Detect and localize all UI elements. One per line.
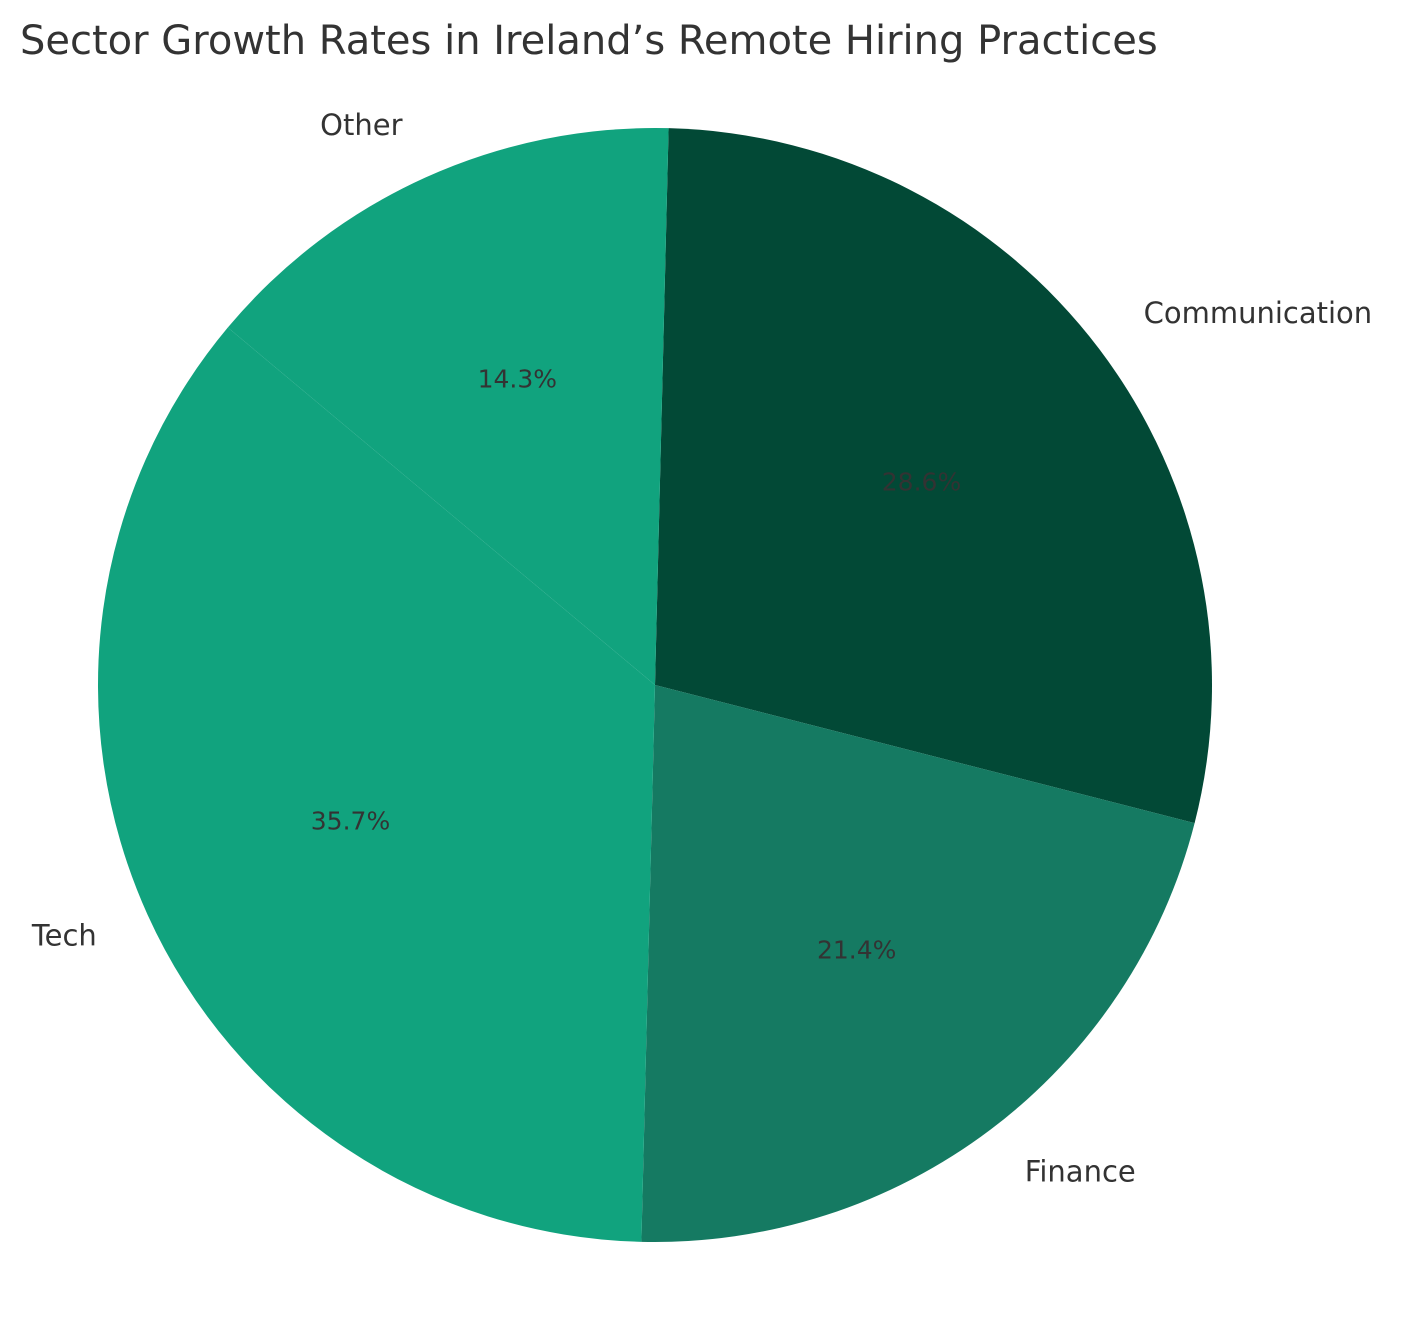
slice-label-other: Other — [320, 108, 402, 142]
slice-percent-other: 14.3% — [478, 365, 557, 394]
slice-percent-finance: 21.4% — [817, 936, 896, 965]
slice-label-finance: Finance — [1025, 1155, 1136, 1189]
pie-slices — [97, 128, 1213, 1242]
pie-slice-other — [227, 128, 669, 685]
pie-labels: Communication 28.6% Finance 21.4% Tech 35.7% O… — [31, 108, 1372, 1189]
chart-title: Sector Growth Rates in Ireland’s Remote … — [20, 18, 1158, 64]
pie-slice-tech — [97, 327, 656, 1242]
pie-slice-communication — [655, 128, 1213, 824]
slice-label-communication: Communication — [1144, 296, 1373, 330]
slice-percent-communication: 28.6% — [882, 467, 961, 496]
pie-slice-finance — [641, 685, 1195, 1242]
slice-label-tech: Tech — [31, 919, 97, 953]
slice-percent-tech: 35.7% — [311, 807, 390, 836]
